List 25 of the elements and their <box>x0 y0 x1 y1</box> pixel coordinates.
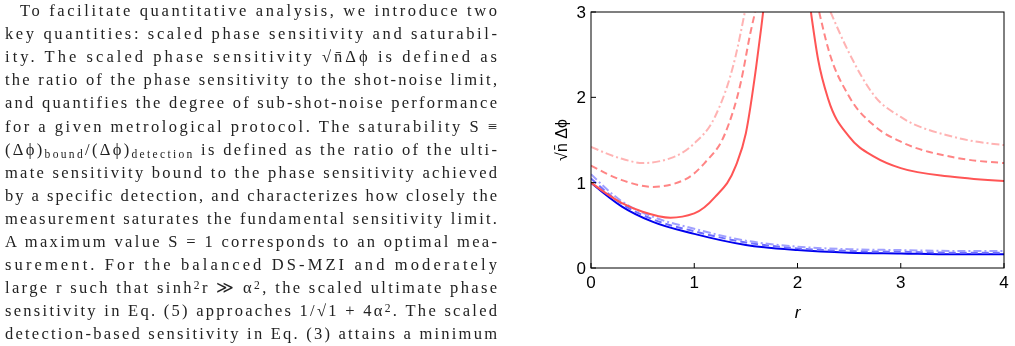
text: key quantities: scaled phase sensitivity and saturabil- <box>5 24 497 44</box>
text: detection-based sensitivity in Eq. (3) attains a minimum <box>5 324 498 344</box>
text: for a given metrological protocol. The saturability S ≡ <box>5 116 497 136</box>
x-tick-label: 2 <box>792 273 803 292</box>
text: mate sensitivity bound to the phase sensitivity achieved <box>5 162 498 182</box>
x-tick-label: 3 <box>896 273 906 292</box>
y-tick-label: 2 <box>576 88 586 108</box>
x-tick-label: 4 <box>999 273 1009 292</box>
text: A maximum value S = 1 corresponds to an optimal mea- <box>5 232 497 251</box>
text: by a specific detection, and characterizes how closely the <box>5 185 497 205</box>
text: To facilitate quantitative analysis, we introduce two <box>20 1 497 20</box>
text: and quantifies the degree of sub-shot-noise performance <box>5 93 497 113</box>
x-tick-label: 1 <box>689 273 699 292</box>
y-tick-label: 0 <box>576 259 586 278</box>
text: (Δϕ)$_{bound}$/(Δϕ)$_{detection}$ is defined as the ratio of the ulti- <box>5 139 497 160</box>
text: large r such that sinh$^{2}$r ≫ α$^{2}$, the scaled ultimate phase <box>5 278 497 298</box>
x-axis-title: r <box>794 303 802 322</box>
text: measurement saturates the fundamental sensitivity limit. <box>5 208 497 228</box>
y-tick-label: 1 <box>576 173 586 193</box>
text: ity. The scaled phase sensitivity √n̄Δϕ is defined as <box>5 47 497 67</box>
y-axis-title: √n̄ Δϕ <box>553 119 570 161</box>
text: surement. For the balanced DS-MZI and moderately <box>5 255 498 275</box>
text: the ratio of the phase sensitivity to the shot-noise limit, <box>5 70 497 90</box>
y-tick-label: 3 <box>576 3 586 22</box>
text: sensitivity in Eq. (5) approaches 1/√1 + 4α$^{2}$. The scaled <box>5 301 498 321</box>
